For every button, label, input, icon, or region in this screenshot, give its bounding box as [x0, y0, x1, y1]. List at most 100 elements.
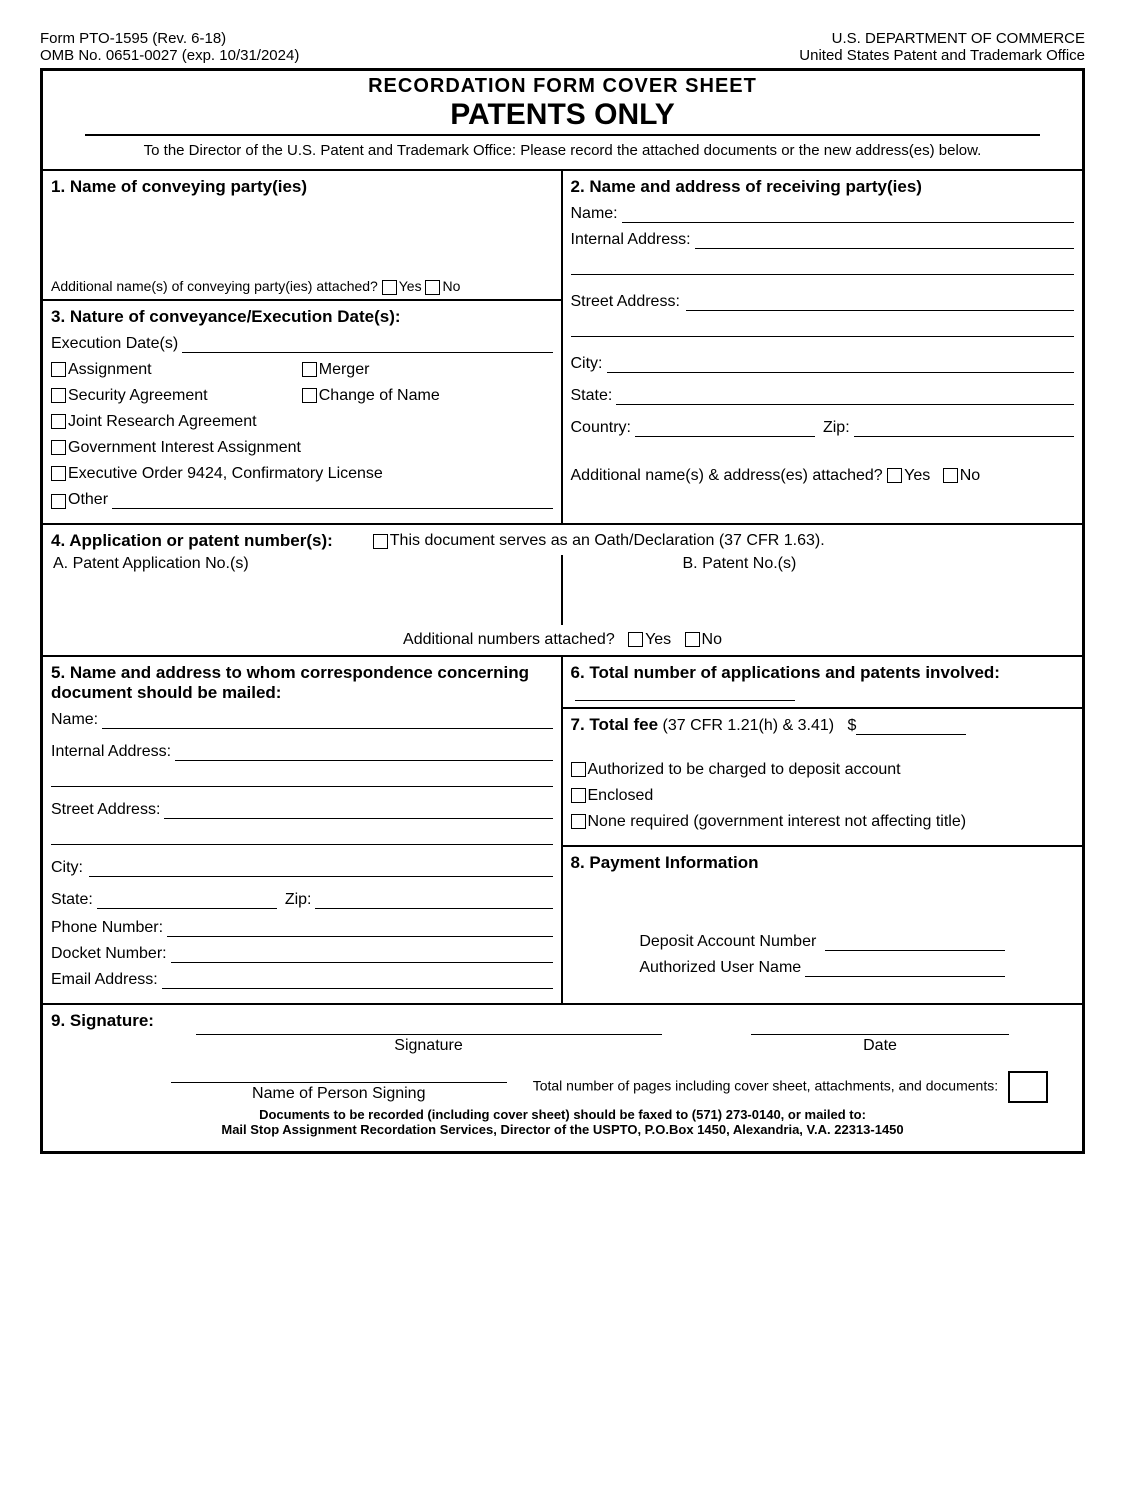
chk-assignment[interactable]: [51, 362, 66, 377]
sec5-internal-label: Internal Address:: [51, 743, 171, 761]
sec8-dan-input[interactable]: [825, 933, 1005, 951]
sec2-no-checkbox[interactable]: [943, 468, 958, 483]
sec5-street-label: Street Address:: [51, 801, 160, 819]
sec2-yes-checkbox[interactable]: [887, 468, 902, 483]
sec8-aun-input[interactable]: [805, 959, 1005, 977]
chk-enclosed[interactable]: [571, 788, 586, 803]
sec2-state-label: State:: [571, 387, 613, 405]
lbl-enclosed: Enclosed: [588, 787, 654, 804]
chk-none[interactable]: [571, 814, 586, 829]
name-signing-line[interactable]: [171, 1061, 507, 1083]
sec4-yes-checkbox[interactable]: [628, 632, 643, 647]
chk-change[interactable]: [302, 388, 317, 403]
lbl-joint: Joint Research Agreement: [68, 413, 257, 430]
footer-line2: Mail Stop Assignment Recordation Service…: [71, 1122, 1054, 1137]
sec1-yes: Yes: [399, 278, 422, 294]
lbl-deposit: Authorized to be charged to deposit acco…: [588, 761, 901, 778]
sec5-internal-input-2[interactable]: [51, 769, 553, 787]
date-line[interactable]: [751, 1013, 1010, 1035]
chk-deposit[interactable]: [571, 762, 586, 777]
date-label: Date: [751, 1037, 1010, 1055]
sec8-aun-label: Authorized User Name: [639, 959, 801, 977]
sec4-yes: Yes: [645, 631, 671, 648]
sec5-email-input[interactable]: [162, 971, 553, 989]
sec2-zip-label: Zip:: [823, 419, 850, 437]
sec2-internal-input-2[interactable]: [571, 257, 1075, 275]
form-frame: RECORDATION FORM COVER SHEET PATENTS ONL…: [40, 68, 1085, 1154]
sec2-city-input[interactable]: [607, 355, 1075, 373]
chk-oath[interactable]: [373, 534, 388, 549]
sec4-a: A. Patent Application No.(s): [53, 555, 249, 572]
sec2-street-input[interactable]: [686, 293, 1074, 311]
sec5-phone-input[interactable]: [167, 919, 552, 937]
sec7-head-b: (37 CFR 1.21(h) & 3.41): [663, 717, 835, 734]
sec2-street-input-2[interactable]: [571, 319, 1075, 337]
sec2-country-input[interactable]: [635, 419, 815, 437]
sec5-city-input[interactable]: [89, 859, 553, 877]
department: U.S. DEPARTMENT OF COMMERCE: [799, 30, 1085, 47]
sec1-no: No: [442, 278, 460, 294]
sec6-head: 6. Total number of applications and pate…: [571, 663, 1000, 682]
sec5-state-input[interactable]: [97, 891, 277, 909]
sec2-zip-input[interactable]: [854, 419, 1074, 437]
sec2-street-label: Street Address:: [571, 293, 680, 311]
sec2-state-input[interactable]: [616, 387, 1074, 405]
page-header: Form PTO-1595 (Rev. 6-18) OMB No. 0651-0…: [40, 30, 1085, 64]
sec5-street-input-2[interactable]: [51, 827, 553, 845]
sec3-exec-input[interactable]: [182, 335, 552, 353]
sec4-addl-label: Additional numbers attached?: [403, 631, 615, 648]
lbl-gov: Government Interest Assignment: [68, 439, 301, 456]
sec5-internal-input[interactable]: [175, 743, 552, 761]
sec2-head: 2. Name and address of receiving party(i…: [571, 177, 1075, 197]
sec5-zip-input[interactable]: [315, 891, 552, 909]
sec6-input[interactable]: [575, 683, 795, 701]
sec3-exec-label: Execution Date(s): [51, 335, 178, 353]
chk-eo[interactable]: [51, 466, 66, 481]
sec3-head: 3. Nature of conveyance/Execution Date(s…: [51, 307, 553, 327]
sec4-no-checkbox[interactable]: [685, 632, 700, 647]
sec5-name-label: Name:: [51, 711, 98, 729]
lbl-eo: Executive Order 9424, Confirmatory Licen…: [68, 465, 383, 482]
sec2-name-label: Name:: [571, 205, 618, 223]
sec2-name-input[interactable]: [622, 205, 1074, 223]
sec1-addl-label: Additional name(s) of conveying party(ie…: [51, 278, 378, 294]
sec7-dollar: $: [847, 717, 856, 734]
sec2-internal-input[interactable]: [695, 231, 1074, 249]
chk-security[interactable]: [51, 388, 66, 403]
lbl-security: Security Agreement: [68, 387, 208, 404]
sec2-yes: Yes: [904, 467, 930, 484]
chk-other[interactable]: [51, 494, 66, 509]
pages-input[interactable]: [1008, 1071, 1048, 1103]
name-signing-label: Name of Person Signing: [171, 1085, 507, 1103]
form-title-1: RECORDATION FORM COVER SHEET: [43, 75, 1082, 98]
lbl-change: Change of Name: [319, 387, 440, 404]
sec1-no-checkbox[interactable]: [425, 280, 440, 295]
sec7-fee-input[interactable]: [856, 717, 966, 735]
footer-line1: Documents to be recorded (including cove…: [71, 1107, 1054, 1122]
signature-line[interactable]: [196, 1013, 662, 1035]
omb-number: OMB No. 0651-0027 (exp. 10/31/2024): [40, 47, 299, 64]
chk-merger[interactable]: [302, 362, 317, 377]
lbl-merger: Merger: [319, 361, 370, 378]
sec5-docket-label: Docket Number:: [51, 945, 167, 963]
sec7-head-a: 7. Total fee: [571, 715, 659, 734]
chk-gov[interactable]: [51, 440, 66, 455]
chk-joint[interactable]: [51, 414, 66, 429]
form-title-2: PATENTS ONLY: [85, 98, 1041, 136]
sec5-docket-input[interactable]: [171, 945, 553, 963]
sec2-internal-label: Internal Address:: [571, 231, 691, 249]
sec4-no: No: [702, 631, 722, 648]
sec8-dan-label: Deposit Account Number: [639, 933, 816, 951]
sec5-head: 5. Name and address to whom corresponden…: [51, 663, 553, 703]
lbl-other: Other: [68, 491, 108, 509]
sec1-yes-checkbox[interactable]: [382, 280, 397, 295]
sec5-name-input[interactable]: [102, 711, 552, 729]
sec8-head: 8. Payment Information: [571, 853, 1075, 873]
sec2-country-label: Country:: [571, 419, 631, 437]
sec5-email-label: Email Address:: [51, 971, 158, 989]
sec2-no: No: [960, 467, 980, 484]
sec1-head: 1. Name of conveying party(ies): [51, 177, 553, 197]
sec3-other-input[interactable]: [112, 491, 552, 509]
sig-label: Signature: [196, 1037, 662, 1055]
sec5-street-input[interactable]: [164, 801, 552, 819]
